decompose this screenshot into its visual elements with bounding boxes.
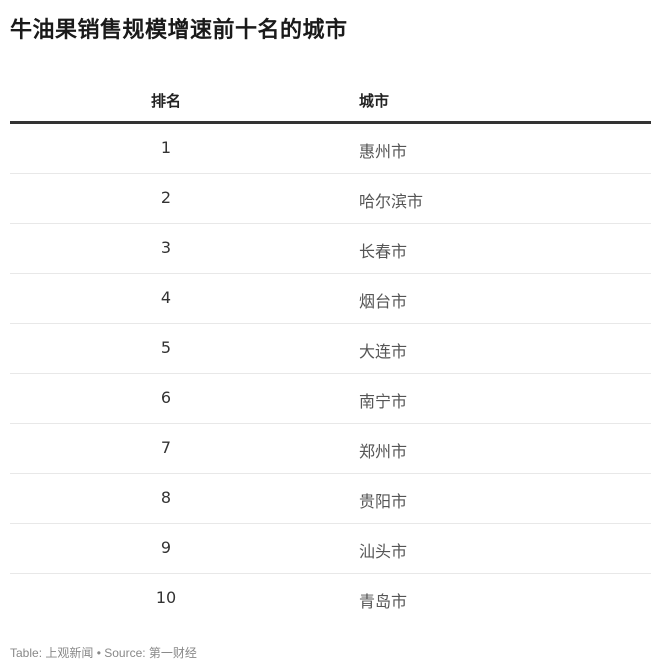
source-footer: Table: 上观新闻 • Source: 第一财经 — [10, 646, 197, 660]
city-cell: 贵阳市 — [359, 492, 408, 511]
rank-cell: 2 — [160, 188, 172, 207]
rank-cell: 8 — [160, 488, 172, 507]
city-cell: 长春市 — [359, 242, 408, 261]
rank-cell: 4 — [160, 288, 172, 307]
table-row: 9 汕头市 — [10, 524, 651, 574]
city-cell: 惠州市 — [359, 142, 408, 161]
table-row: 8 贵阳市 — [10, 474, 651, 524]
city-cell: 郑州市 — [359, 442, 408, 461]
city-cell: 烟台市 — [359, 292, 408, 311]
rank-cell: 9 — [160, 538, 172, 557]
table-row: 3 长春市 — [10, 224, 651, 274]
table-row: 7 郑州市 — [10, 424, 651, 474]
rank-cell: 10 — [155, 588, 177, 607]
rank-cell: 3 — [160, 238, 172, 257]
table-row: 4 烟台市 — [10, 274, 651, 324]
table-row: 10 青岛市 — [10, 574, 651, 623]
table-header: 排名 城市 — [10, 80, 651, 124]
header-city: 城市 — [359, 92, 390, 110]
city-cell: 青岛市 — [359, 592, 408, 611]
city-cell: 哈尔滨市 — [359, 192, 424, 211]
city-cell: 汕头市 — [359, 542, 408, 561]
ranking-table: 排名 城市 1 惠州市 2 哈尔滨市 3 长春市 4 烟台市 5 大连市 6 南宁市 7 郑州市 8 贵阳市 9… — [10, 80, 651, 623]
table-row: 5 大连市 — [10, 324, 651, 374]
page-title: 牛油果销售规模增速前十名的城市 — [10, 18, 348, 43]
rank-cell: 6 — [160, 388, 172, 407]
header-rank: 排名 — [150, 92, 181, 110]
rank-cell: 7 — [160, 438, 172, 457]
table-row: 1 惠州市 — [10, 124, 651, 174]
table-row: 6 南宁市 — [10, 374, 651, 424]
city-cell: 大连市 — [359, 342, 408, 361]
rank-cell: 5 — [160, 338, 172, 357]
city-cell: 南宁市 — [359, 392, 408, 411]
table-row: 2 哈尔滨市 — [10, 174, 651, 224]
rank-cell: 1 — [160, 138, 172, 157]
